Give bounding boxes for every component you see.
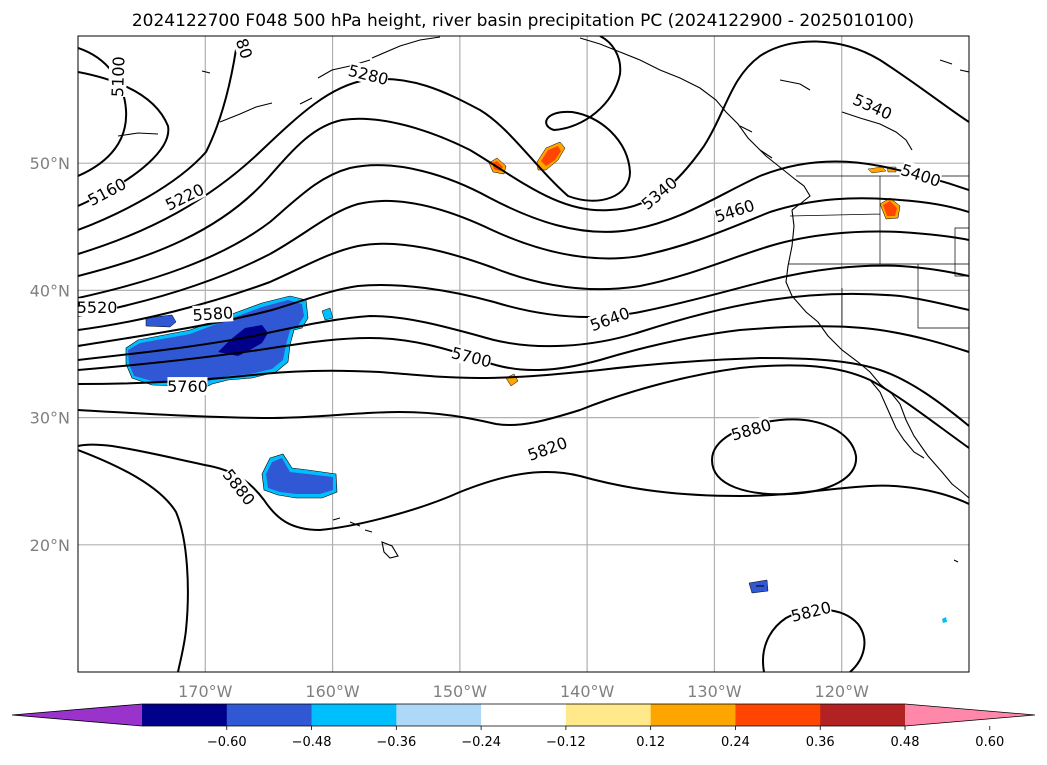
coast-us-west <box>785 209 969 499</box>
contour-5700 <box>78 325 969 372</box>
colorbar-tick-label: 0.48 <box>891 735 920 750</box>
colorbar-extend-high <box>905 704 1035 726</box>
lon-tick-label: 130°W <box>687 682 742 701</box>
colorbar-extend-low <box>12 704 142 726</box>
contour-label: 5580 <box>192 303 234 325</box>
contour-label-bg <box>162 179 207 214</box>
contour-label-bg <box>587 303 632 335</box>
border-states <box>788 176 969 329</box>
contour-5580 <box>78 264 969 347</box>
lat-tick-label: 50°N <box>30 154 70 173</box>
contour-5880-west <box>78 449 189 672</box>
map-frame <box>77 35 970 673</box>
contour-label-text: 5580 <box>192 303 234 325</box>
contour-5340 <box>78 40 969 277</box>
contour-5460 <box>78 197 969 317</box>
contour-label-bg <box>525 433 570 464</box>
contour-label-bg <box>850 89 895 123</box>
contour-label-bg <box>729 415 773 444</box>
precip-region-hawaii-north-core <box>266 458 333 494</box>
colorbar-bin <box>142 704 228 726</box>
contour-label-bg <box>78 298 118 317</box>
colorbar-tick-label: −0.36 <box>376 735 416 750</box>
colorbar-tick-label: 0.60 <box>975 735 1004 750</box>
coast-islands-south <box>756 559 959 587</box>
colorbar-outline <box>11 703 1036 727</box>
lon-tick-label: 170°W <box>178 682 233 701</box>
coast-northern-canada <box>779 59 969 151</box>
contour-label-bg <box>346 60 391 89</box>
colorbar-tick-label: 0.12 <box>636 735 665 750</box>
coast-alaska <box>371 36 787 173</box>
contour-label-bg <box>192 303 234 324</box>
colorbar-tick-label: −0.48 <box>292 735 332 750</box>
colorbar: −0.60 −0.48 −0.36 −0.24 −0.12 0.12 0.24 0.36 0.4… <box>11 703 1036 750</box>
contour-label-bg <box>712 195 757 226</box>
contour-label-bg <box>449 343 494 371</box>
precip-region-central-pacific-peak <box>218 325 268 356</box>
colorbar-tick-label: −0.24 <box>461 735 501 750</box>
contour-label-text: 5100 <box>108 56 128 97</box>
contour-5640 <box>78 292 969 361</box>
contour-5220 <box>78 36 239 231</box>
contour-label-bg <box>637 173 681 213</box>
coastlines <box>117 36 969 587</box>
colorbar-bin <box>311 704 397 726</box>
contour-label-bg <box>789 597 833 625</box>
colorbar-tick-label: 0.36 <box>806 735 835 750</box>
lon-tick-label: 120°W <box>815 682 870 701</box>
contour-label-text: 5520 <box>77 298 118 317</box>
contour-5520 <box>78 230 969 331</box>
coast-aleutians <box>117 59 371 137</box>
colorbar-bin <box>396 704 482 726</box>
contour-5760 <box>78 356 969 427</box>
colorbar-bin <box>565 704 652 726</box>
colorbar-bin <box>481 704 567 726</box>
contour-label-bg <box>108 56 128 97</box>
lat-tick-label: 40°N <box>30 281 70 300</box>
contour-label: 5760 <box>167 377 208 396</box>
lat-tick-label: 30°N <box>30 409 70 428</box>
contour-label-bg <box>229 36 260 71</box>
precip-region-gulf-a-core <box>541 146 561 166</box>
contour-label-text: 5760 <box>167 377 208 396</box>
colorbar-bin <box>735 704 821 726</box>
colorbar-tick-label: −0.60 <box>207 735 247 750</box>
contour-label-bg <box>84 174 129 209</box>
lon-tick-label: 150°W <box>433 682 488 701</box>
lon-tick-label: 160°W <box>305 682 360 701</box>
contour-label: 5100 <box>108 56 128 97</box>
contour-5280 <box>78 36 632 255</box>
colorbar-tick-label: −0.12 <box>546 735 586 750</box>
contour-5400 <box>78 160 969 299</box>
colorbar-bin <box>820 704 906 726</box>
contour-label-bg <box>167 377 208 396</box>
contour-label-bg <box>899 160 943 190</box>
contour-5100 <box>78 47 128 177</box>
coast-baja <box>869 379 925 459</box>
precip-region-washington-core <box>883 201 897 216</box>
figure-title: 2024122700 F048 500 hPa height, river ba… <box>132 11 914 31</box>
contour-label: 5520 <box>77 298 118 317</box>
precip-region-small-west <box>145 314 177 328</box>
precip-region-tiny <box>942 617 947 623</box>
precip-shading-positive <box>488 141 901 387</box>
colorbar-bin <box>650 704 736 726</box>
contour-label-bg <box>219 465 259 509</box>
lat-tick-label: 20°N <box>30 536 70 555</box>
height-contours <box>78 36 969 672</box>
lon-tick-label: 140°W <box>560 682 615 701</box>
contour-5820 <box>78 364 969 449</box>
colorbar-bin <box>226 704 313 726</box>
colorbar-tick-label: 0.24 <box>721 735 750 750</box>
axis-tick-labels: 170°W 160°W 150°W 140°W 130°W 120°W 50°N 40°N 30… <box>30 154 869 701</box>
precip-region-small-east <box>321 307 334 321</box>
